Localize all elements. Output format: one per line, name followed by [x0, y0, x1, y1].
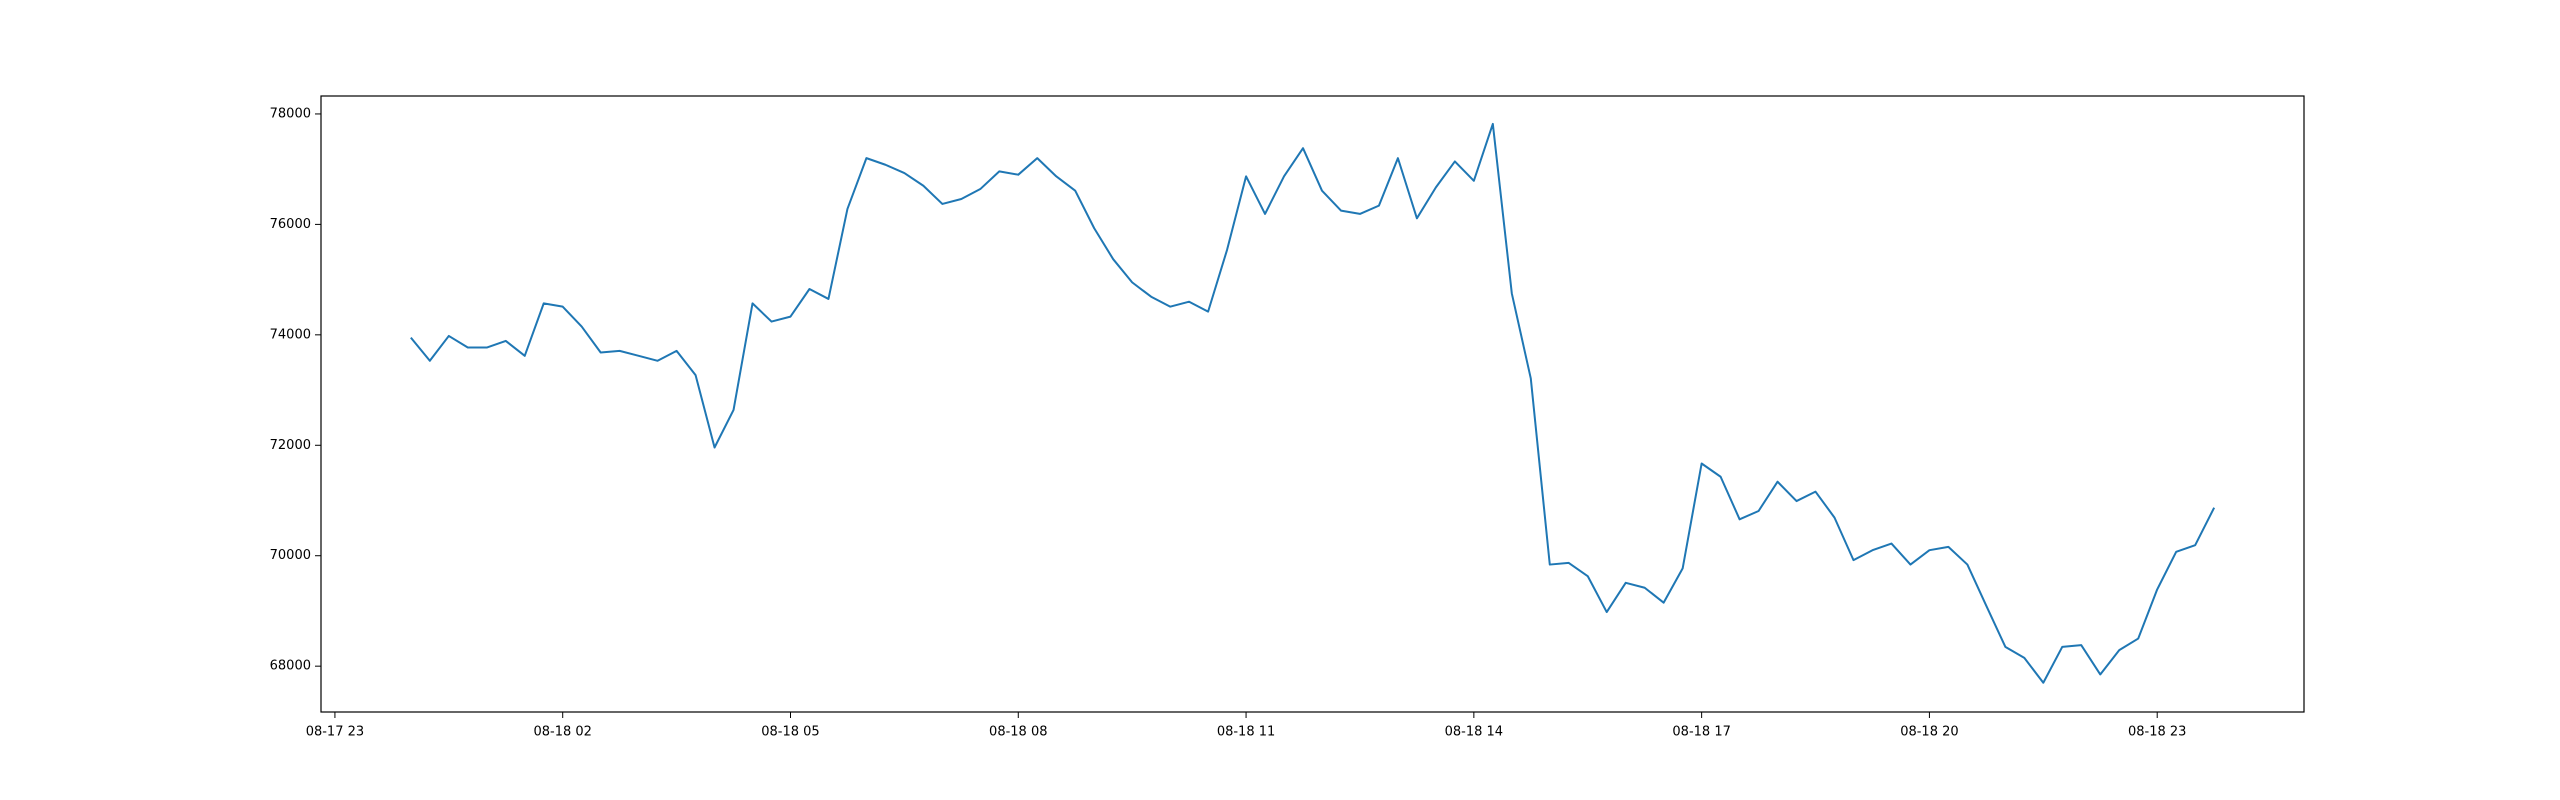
y-tick-label: 70000: [270, 548, 311, 563]
x-tick-label: 08-18 08: [989, 725, 1047, 740]
x-tick-label: 08-18 11: [1217, 725, 1275, 740]
plot-frame: [320, 95, 2305, 713]
x-tick-label: 08-18 14: [1445, 725, 1503, 740]
y-tick-label: 72000: [270, 438, 311, 453]
x-tick-label: 08-18 02: [533, 725, 591, 740]
x-tick-label: 08-18 20: [1900, 725, 1958, 740]
y-tick-label: 78000: [270, 106, 311, 121]
x-tick-label: 08-18 23: [2128, 725, 2186, 740]
x-tick-label: 08-18 05: [761, 725, 819, 740]
x-tick-label: 08-17 23: [306, 725, 364, 740]
y-tick-label: 68000: [270, 659, 311, 674]
data-line: [410, 122, 2216, 684]
y-tick-label: 76000: [270, 217, 311, 232]
y-tick-label: 74000: [270, 327, 311, 342]
x-tick-label: 08-18 17: [1672, 725, 1730, 740]
